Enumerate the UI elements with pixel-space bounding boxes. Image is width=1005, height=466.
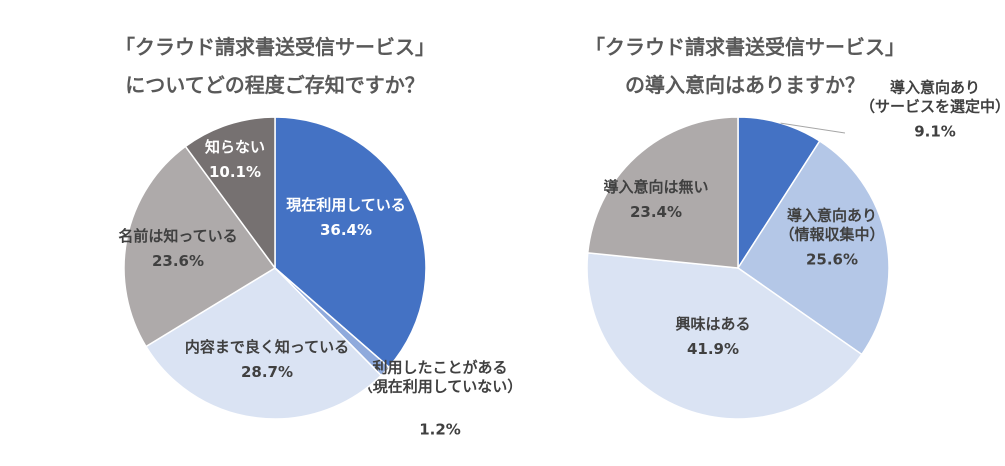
chart2-slice-4-value: 23.4%: [630, 203, 682, 221]
chart2-slice-3-label: 興味はある: [675, 315, 750, 333]
chart1-title-line2: についてどの程度ご存知ですか？: [125, 73, 425, 97]
chart2-title-line2: の導入意向はありますか？: [625, 73, 865, 97]
chart2-slice-1-label: 導入意向あり: [890, 79, 980, 97]
chart1-slice-5-labels: 知らない 10.1%: [205, 138, 265, 181]
chart1-title-line1: 「クラウド請求書送受信サービス」: [115, 35, 435, 59]
chart1-slice-3: [144, 267, 383, 420]
chart1-leader-line-2: [384, 367, 389, 372]
chart1-slice-1-labels: 現在利用している 36.4%: [286, 196, 406, 239]
chart1-slice-2-label: （現在利用していない）: [358, 378, 523, 396]
chart1-slice-4-value: 23.6%: [152, 252, 204, 270]
chart1-slice-3-labels: 内容まで良く知っている 28.7%: [185, 338, 349, 381]
chart2-slice-3-value: 41.9%: [687, 340, 739, 358]
chart2-slice-3: [586, 252, 863, 420]
chart1-slice-3-label: 内容まで良く知っている: [185, 338, 349, 356]
chart1-slice-4-labels: 名前は知っている 23.6%: [118, 227, 237, 270]
chart1-slice-2-value: 1.2%: [419, 421, 461, 439]
chart2-slice-2-label: （情報収集中）: [779, 226, 884, 244]
chart1-slice-1-value: 36.4%: [320, 221, 372, 239]
chart1-slice-1-label: 現在利用している: [286, 196, 406, 214]
chart2-leader-line-1: [780, 122, 846, 134]
chart2-slice-1-labels: 導入意向あり（サービスを選定中） 9.1%: [860, 79, 1005, 141]
chart2-slice-1-label: （サービスを選定中）: [860, 98, 1005, 116]
chart1-slice-5-label: 知らない: [205, 138, 265, 156]
chart1-slice-5: [184, 116, 276, 271]
chart2-title: 「クラウド請求書送受信サービス」 の導入意向はありますか？: [530, 28, 960, 104]
chart2-slice-4-label: 導入意向は無い: [603, 178, 708, 196]
chart1-slice-4-label: 名前は知っている: [118, 227, 237, 245]
chart2-slice-4-labels: 導入意向は無い 23.4%: [603, 178, 708, 221]
chart1-slice-2-label: 利用したことがある: [372, 359, 507, 377]
chart2-slice-4: [586, 116, 739, 269]
chart2-slice-1-value: 9.1%: [914, 123, 956, 141]
chart2-slice-3-labels: 興味はある 41.9%: [675, 315, 750, 358]
chart2-slice-1: [737, 116, 821, 271]
chart2-slice-2-labels: 導入意向あり（情報収集中） 25.6%: [779, 207, 884, 269]
chart2-slice-2-value: 25.6%: [806, 251, 858, 269]
chart1-slice-4: [123, 145, 277, 348]
chart1-slice-5-value: 10.1%: [209, 163, 261, 181]
chart2-title-line1: 「クラウド請求書送受信サービス」: [585, 35, 905, 59]
chart1-title: 「クラウド請求書送受信サービス」 についてどの程度ご存知ですか？: [60, 28, 490, 104]
chart1-slice-2-labels: 利用したことがある（現在利用していない） 1.2%: [358, 359, 523, 439]
chart1-slice-1: [274, 116, 427, 369]
chart2-slice-2-label: 導入意向あり: [787, 207, 877, 225]
chart2-slice-2: [736, 139, 890, 356]
chart1-slice-3-value: 28.7%: [241, 363, 293, 381]
